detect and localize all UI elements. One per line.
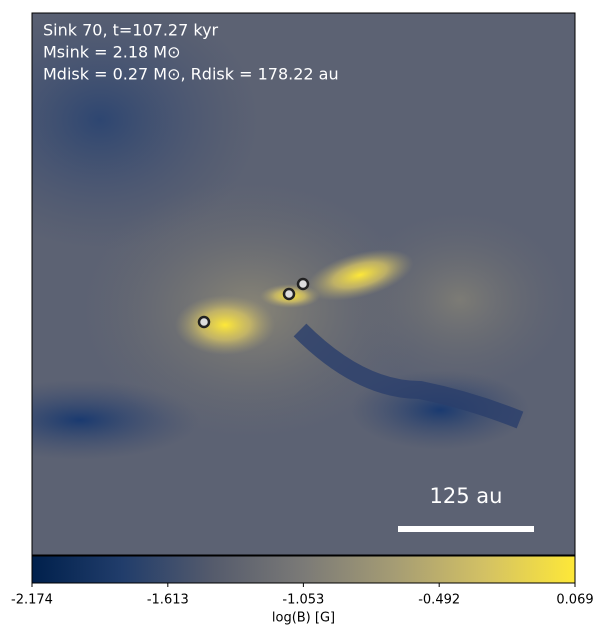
scale-bar	[398, 526, 534, 532]
colorbar	[31, 555, 576, 584]
scale-bar-label: 125 au	[430, 484, 503, 508]
sinks	[197, 277, 310, 329]
colorbar-tick-label: -1.053	[282, 593, 324, 608]
sink-marker	[197, 315, 211, 329]
colorbar-label: log(B) [G]	[272, 611, 335, 626]
colorbar-tick-label: -1.613	[147, 593, 189, 608]
colorbar-tick-label: 0.069	[556, 593, 593, 608]
frame	[31, 12, 576, 556]
sink-marker	[296, 277, 310, 291]
annotation: Msink = 2.18 M⊙	[43, 43, 181, 62]
annotation: Mdisk = 0.27 M⊙, Rdisk = 178.22 au	[43, 65, 339, 84]
sink-marker	[282, 287, 296, 301]
field-image	[32, 13, 575, 555]
colorbar-tick-label: -2.174	[11, 593, 53, 608]
colorbar-tick-label: -0.492	[418, 593, 460, 608]
annotation: Sink 70, t=107.27 kyr	[43, 21, 219, 40]
